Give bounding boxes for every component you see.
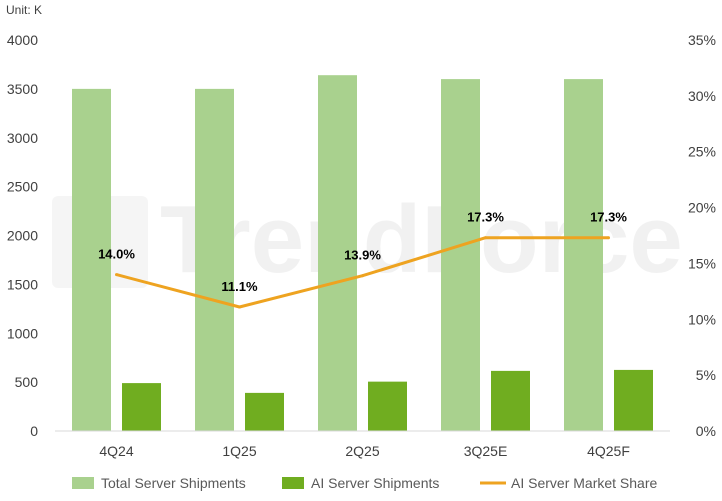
- total-server-bar: [195, 88, 234, 431]
- market-share-point: [361, 274, 364, 278]
- right-axis-tick: 20%: [688, 200, 716, 216]
- x-axis-tick: 3Q25E: [464, 443, 508, 459]
- legend-label: Total Server Shipments: [101, 475, 246, 491]
- market-share-point: [115, 273, 118, 277]
- right-axis-ticks: 0% 5% 10% 15% 20% 25% 30% 35%: [688, 32, 716, 439]
- market-share-data-label: 17.3%: [467, 210, 504, 225]
- left-axis-tick: 1500: [7, 276, 38, 292]
- left-axis-tick: 2000: [7, 228, 38, 244]
- left-axis-tick: 3000: [7, 130, 38, 146]
- left-axis-tick: 500: [15, 374, 39, 390]
- watermark-text: TrendForce: [160, 186, 683, 293]
- total-server-bar: [72, 88, 111, 431]
- legend-label: AI Server Shipments: [311, 475, 439, 491]
- right-axis-tick: 15%: [688, 255, 716, 271]
- total-server-bar: [564, 79, 603, 431]
- ai-server-bar: [614, 369, 653, 431]
- x-axis-tick: 2Q25: [345, 443, 379, 459]
- total-server-bar: [441, 79, 480, 431]
- market-share-point: [607, 236, 610, 240]
- left-axis-tick: 2500: [7, 179, 38, 195]
- market-share-point: [238, 305, 241, 309]
- market-share-data-label: 13.9%: [344, 248, 381, 263]
- ai-server-bar: [122, 383, 161, 431]
- right-axis-tick: 5%: [696, 367, 716, 383]
- total-server-bar: [318, 75, 357, 431]
- left-axis-tick: 1000: [7, 325, 38, 341]
- bars: [72, 75, 653, 431]
- market-share-data-label: 14.0%: [98, 247, 135, 262]
- legend: Total Server Shipments AI Server Shipment…: [72, 475, 657, 491]
- legend-swatch: [282, 477, 304, 489]
- ai-server-bar: [368, 381, 407, 431]
- legend-label: AI Server Market Share: [511, 475, 657, 491]
- market-share-data-label: 17.3%: [590, 210, 627, 225]
- ai-server-bar: [245, 392, 284, 431]
- left-axis-tick: 0: [30, 423, 38, 439]
- legend-swatch: [72, 477, 94, 489]
- x-axis-tick: 4Q24: [99, 443, 133, 459]
- market-share-line-group: 14.0% 11.1% 13.9% 17.3% 17.3%: [98, 210, 627, 309]
- right-axis-tick: 0%: [696, 423, 716, 439]
- right-axis-tick: 25%: [688, 144, 716, 160]
- right-axis-tick: 30%: [688, 88, 716, 104]
- unit-label: Unit: K: [6, 3, 42, 17]
- x-axis-tick: 4Q25F: [587, 443, 630, 459]
- market-share-data-label: 11.1%: [221, 279, 258, 294]
- market-share-point: [484, 236, 487, 240]
- right-axis-tick: 10%: [688, 311, 716, 327]
- x-axis-tick: 1Q25: [222, 443, 256, 459]
- right-axis-tick: 35%: [688, 32, 716, 48]
- left-axis-tick: 4000: [7, 32, 38, 48]
- x-axis-ticks: 4Q24 1Q25 2Q25 3Q25E 4Q25F: [99, 443, 630, 459]
- left-axis-ticks: 0 500 1000 1500 2000 2500 3000 3500 4000: [7, 32, 38, 439]
- ai-server-bar: [491, 370, 530, 431]
- left-axis-tick: 3500: [7, 81, 38, 97]
